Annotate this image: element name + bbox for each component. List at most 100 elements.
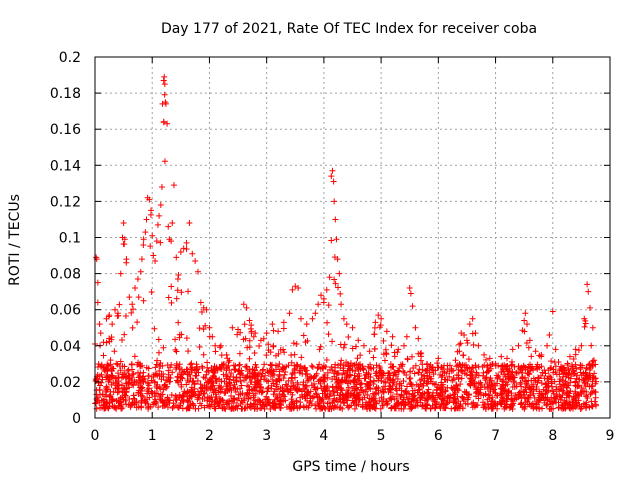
data-point: [315, 402, 322, 409]
data-point: [204, 364, 211, 371]
data-point: [394, 401, 401, 408]
data-point: [198, 309, 205, 316]
data-point: [409, 391, 416, 398]
data-point: [365, 398, 372, 405]
data-point: [483, 356, 490, 363]
data-point: [493, 392, 500, 399]
data-point: [333, 236, 340, 243]
data-point: [444, 384, 451, 391]
data-point: [212, 348, 219, 355]
data-point: [340, 315, 347, 322]
data-point: [129, 301, 136, 308]
data-point: [504, 401, 511, 408]
data-point: [211, 370, 218, 377]
data-point: [488, 377, 495, 384]
data-point: [481, 383, 488, 390]
data-point: [126, 395, 133, 402]
data-point: [572, 390, 579, 397]
data-point: [344, 372, 351, 379]
data-point: [552, 363, 559, 370]
data-point: [518, 400, 525, 407]
data-point: [406, 375, 413, 382]
data-point: [553, 371, 560, 378]
data-point: [530, 388, 537, 395]
data-point: [175, 319, 182, 326]
x-tick-label: 8: [548, 428, 557, 444]
data-point: [446, 362, 453, 369]
data-point: [337, 396, 344, 403]
data-point: [119, 363, 126, 370]
data-point: [462, 367, 469, 374]
data-point: [499, 397, 506, 404]
data-point: [538, 380, 545, 387]
y-tick-label: 0.12: [50, 194, 81, 210]
data-point: [324, 390, 331, 397]
data-point: [106, 393, 113, 400]
data-point: [486, 367, 493, 374]
data-point: [318, 292, 325, 299]
data-point: [522, 310, 529, 317]
data-point: [355, 377, 362, 384]
data-point: [183, 239, 190, 246]
data-point: [552, 346, 559, 353]
data-point: [280, 398, 287, 405]
data-point: [137, 268, 144, 275]
data-point: [288, 359, 295, 366]
data-point: [526, 337, 533, 344]
data-point: [225, 359, 232, 366]
data-point: [168, 361, 175, 368]
data-point: [570, 356, 577, 363]
data-point: [517, 365, 524, 372]
data-point: [456, 341, 463, 348]
data-point: [234, 405, 241, 412]
data-points: [92, 73, 600, 412]
data-point: [575, 347, 582, 354]
data-point: [142, 229, 149, 236]
data-point: [332, 383, 339, 390]
data-point: [189, 250, 196, 257]
data-point: [582, 320, 589, 327]
data-point: [359, 403, 366, 410]
data-point: [202, 375, 209, 382]
data-point: [156, 212, 163, 219]
data-point: [492, 382, 499, 389]
data-point: [471, 403, 478, 410]
data-point: [588, 398, 595, 405]
data-point: [276, 361, 283, 368]
data-point: [173, 348, 180, 355]
data-point: [472, 390, 479, 397]
data-point: [247, 404, 254, 411]
data-point: [222, 405, 229, 412]
data-point: [463, 337, 470, 344]
data-point: [245, 383, 252, 390]
data-point: [155, 404, 162, 411]
data-point: [123, 401, 130, 408]
data-point: [585, 288, 592, 295]
data-point: [195, 369, 202, 376]
data-point: [103, 399, 110, 406]
data-point: [149, 232, 156, 239]
data-point: [376, 369, 383, 376]
x-tick-label: 5: [377, 428, 386, 444]
data-point: [509, 402, 516, 409]
data-point: [548, 378, 555, 385]
data-point: [285, 377, 292, 384]
data-point: [124, 367, 131, 374]
data-point: [152, 257, 159, 264]
data-point: [163, 377, 170, 384]
data-point: [385, 369, 392, 376]
data-point: [509, 383, 516, 390]
data-point: [236, 350, 243, 357]
data-point: [235, 326, 242, 333]
data-point: [437, 385, 444, 392]
data-point: [246, 317, 253, 324]
y-tick-label: 0.08: [50, 267, 81, 283]
data-point: [382, 379, 389, 386]
data-point: [112, 306, 119, 313]
data-point: [587, 374, 594, 381]
data-point: [531, 403, 538, 410]
data-point: [433, 386, 440, 393]
data-point: [183, 335, 190, 342]
data-point: [352, 376, 359, 383]
y-tick-label: 0.06: [50, 303, 81, 319]
